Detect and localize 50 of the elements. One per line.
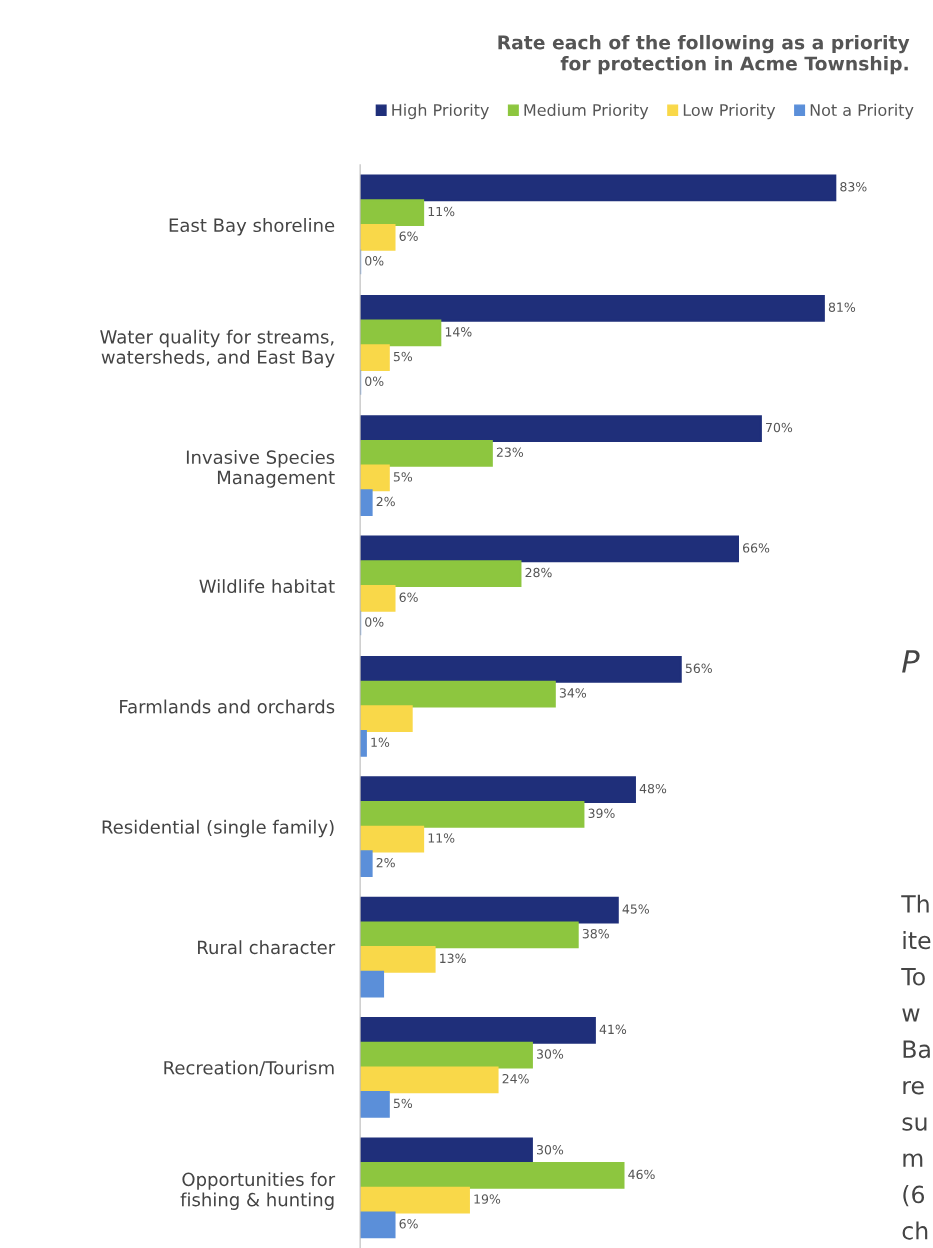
data-label: 66% <box>743 543 770 553</box>
data-label: 5% <box>393 351 413 362</box>
data-label: 11% <box>428 206 455 217</box>
y-tick-label: Farmlands and orchards <box>120 699 335 714</box>
data-label: 14% <box>445 327 472 337</box>
data-label: 6% <box>399 231 418 241</box>
data-label: 1% <box>371 737 390 748</box>
text: Th ite To w Ba re su m (6 ch <box>901 894 931 1240</box>
legend-label: Medium Priority <box>524 103 649 120</box>
data-label: 30% <box>536 1049 564 1059</box>
y-tick-label: Opportunities for fishing & hunting <box>180 1172 336 1210</box>
y-tick-label: Invasive Species Management <box>186 450 335 488</box>
legend-label: Not a Priority <box>810 103 914 120</box>
y-tick-label: Recreation/Tourism <box>164 1060 334 1076</box>
y-tick-label: Rural character <box>198 940 336 955</box>
y-tick-label: Wildlife habitat <box>199 579 335 594</box>
data-label: 11% <box>428 833 455 843</box>
data-label: 28% <box>525 567 552 578</box>
text: P <box>902 650 920 673</box>
y-tick-label: East Bay shoreline <box>169 218 335 236</box>
data-label: 0% <box>365 256 384 266</box>
data-label: 81% <box>828 302 856 312</box>
data-label: 24% <box>502 1073 529 1084</box>
data-label: 13% <box>440 953 466 964</box>
data-label: 0% <box>365 617 384 627</box>
data-label: 2% <box>376 496 395 507</box>
data-label: 6% <box>399 592 418 602</box>
chart-title: Rate each of the following as a priority for protection in Acme Township. <box>498 34 910 75</box>
data-label: 34% <box>559 688 587 698</box>
data-label: 0% <box>365 376 384 386</box>
data-label: 5% <box>393 1098 413 1109</box>
data-label: 39% <box>588 808 615 819</box>
legend-label: Low Priority <box>683 103 776 120</box>
data-label: 19% <box>474 1194 501 1204</box>
data-label: 70% <box>766 422 793 433</box>
data-label: 46% <box>628 1169 655 1180</box>
data-label: 5% <box>393 472 413 482</box>
y-tick-label: Residential (single family) <box>102 819 334 838</box>
data-label: 23% <box>496 447 524 457</box>
data-label: 45% <box>622 904 649 914</box>
data-label: 30% <box>536 1144 564 1155</box>
data-label: 41% <box>599 1024 627 1035</box>
data-label: 83% <box>840 182 867 192</box>
data-label: 38% <box>582 928 609 939</box>
data-label: 2% <box>376 857 395 868</box>
legend-label: High Priority <box>392 103 489 120</box>
data-label: 6% <box>399 1219 418 1229</box>
data-label: 56% <box>685 663 712 673</box>
y-tick-label: Water quality for streams, watersheds, and East Bay <box>100 329 335 368</box>
data-label: 48% <box>639 783 667 794</box>
